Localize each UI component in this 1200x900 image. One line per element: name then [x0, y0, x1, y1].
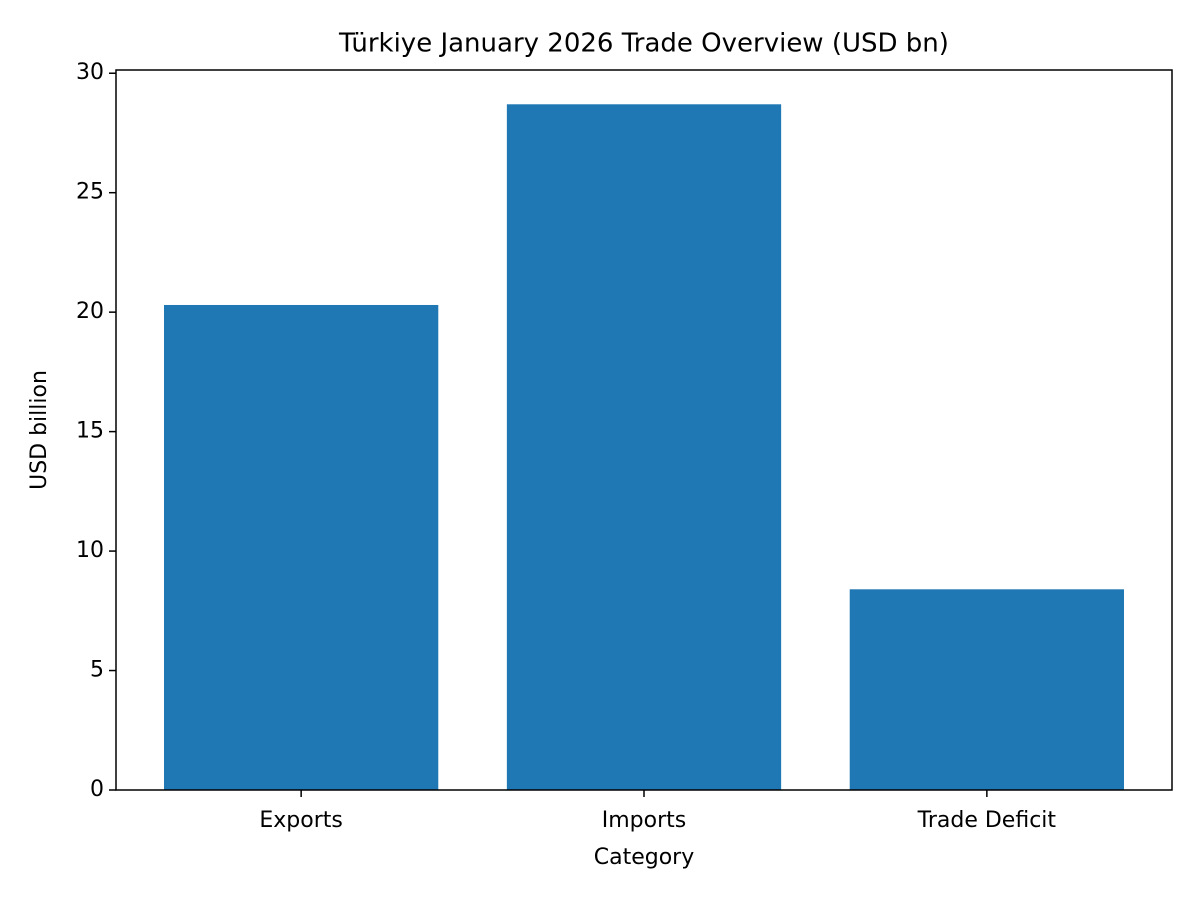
x-tick-label: Exports [259, 808, 342, 833]
bar [506, 104, 782, 791]
plot-frame [115, 69, 1173, 791]
y-tick-label: 0 [90, 777, 104, 802]
x-axis-label: Category [594, 845, 695, 870]
y-axis-label: USD billion [27, 370, 52, 490]
y-tick-label: 5 [90, 658, 104, 683]
x-tick-label: Imports [602, 808, 686, 833]
y-tick-label: 30 [76, 60, 104, 85]
y-tick-label: 15 [76, 419, 104, 444]
y-tick-label: 10 [76, 538, 104, 563]
y-tick-label: 25 [76, 180, 104, 205]
bar [164, 304, 439, 790]
bar [849, 589, 1124, 790]
x-tick-label: Trade Deficit [917, 808, 1057, 833]
y-tick-label: 20 [76, 299, 104, 324]
chart-title: Türkiye January 2026 Trade Overview (USD… [338, 29, 949, 59]
